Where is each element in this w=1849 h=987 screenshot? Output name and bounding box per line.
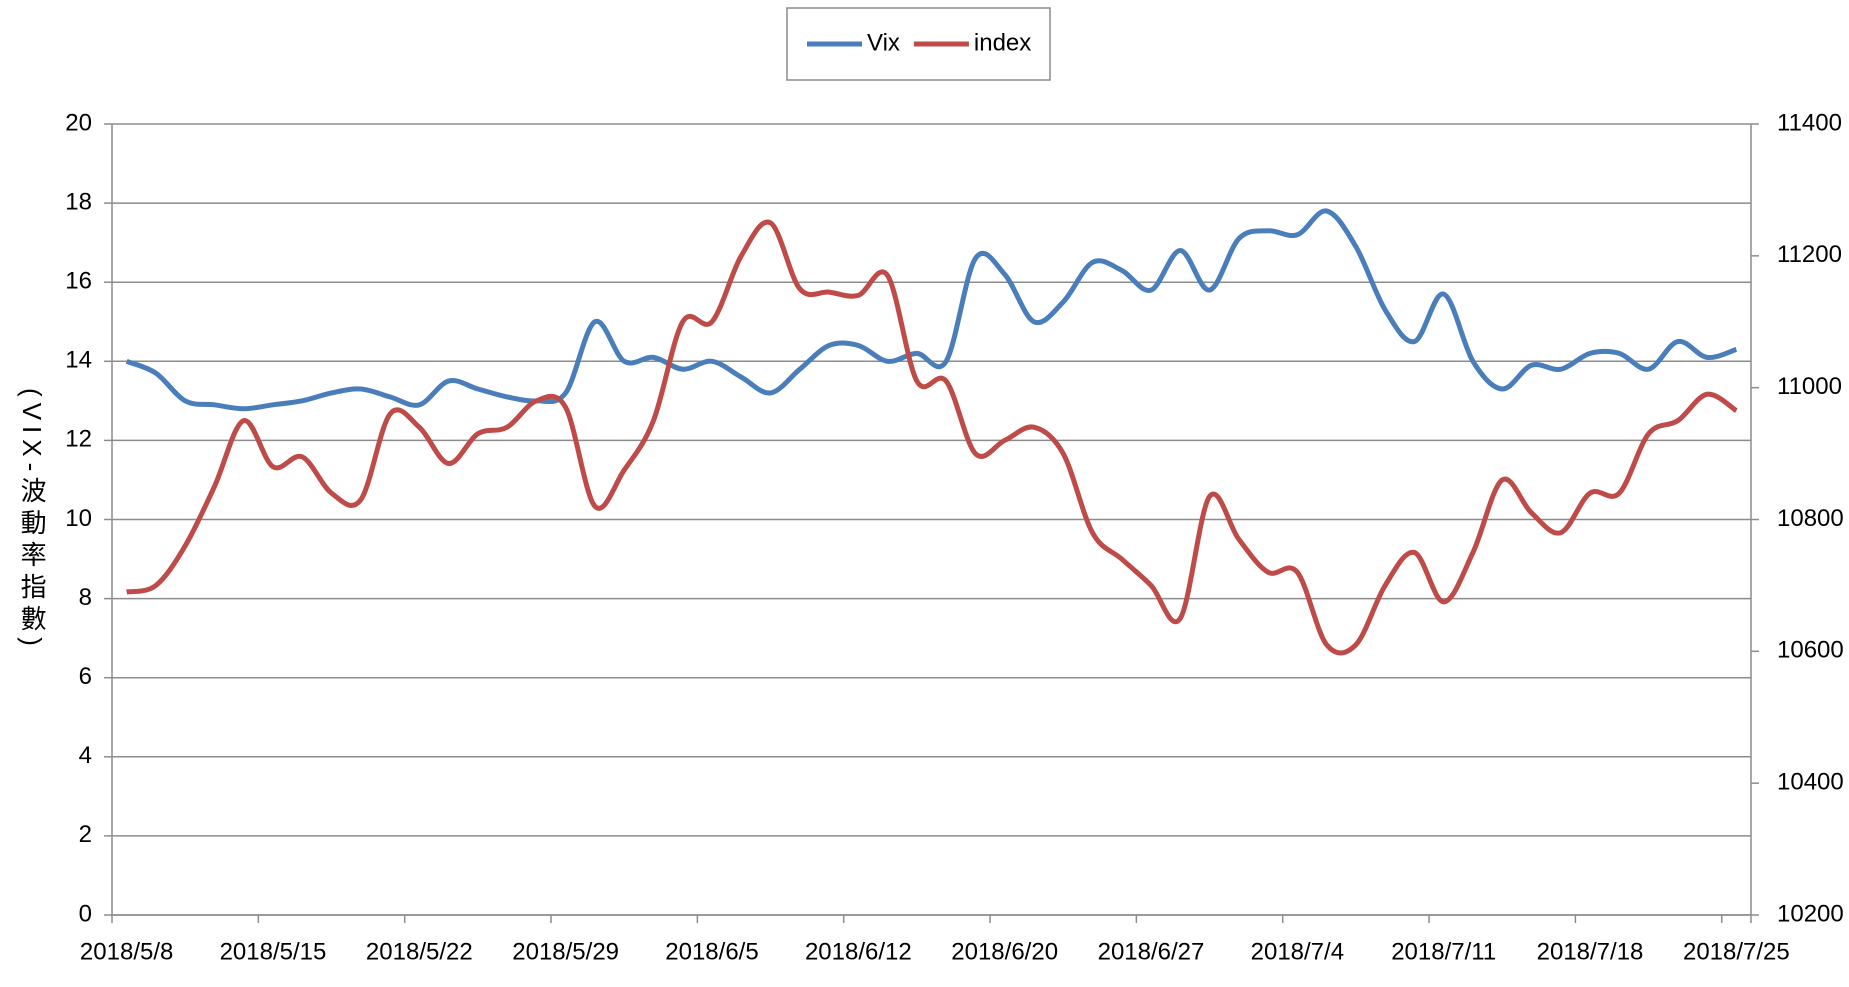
- x-tick-label: 2018/6/27: [1098, 938, 1205, 965]
- legend-label: Vix: [867, 29, 900, 56]
- y-tick-label: 4: [79, 742, 92, 769]
- x-tick-label: 2018/6/5: [665, 938, 758, 965]
- x-tick-label: 2018/7/18: [1537, 938, 1644, 965]
- y-tick-label: 18: [65, 188, 92, 215]
- x-tick-label: 2018/6/12: [805, 938, 912, 965]
- y2-tick-label: 10600: [1777, 637, 1844, 664]
- y-tick-label: 16: [65, 268, 92, 295]
- y-tick-label: 20: [65, 109, 92, 136]
- y-tick-label: 12: [65, 426, 92, 453]
- y-tick-label: 8: [79, 584, 92, 611]
- y2-tick-label: 11000: [1777, 373, 1842, 400]
- y2-tick-label: 10200: [1777, 900, 1844, 927]
- x-tick-label: 2018/7/25: [1683, 938, 1790, 965]
- y-tick-label: 0: [79, 900, 92, 927]
- x-tick-label: 2018/6/20: [951, 938, 1058, 965]
- x-tick-label: 2018/5/22: [366, 938, 473, 965]
- y-tick-label: 10: [65, 505, 92, 532]
- x-tick-label: 2018/7/4: [1251, 938, 1344, 965]
- y2-tick-label: 10400: [1777, 769, 1844, 796]
- y-tick-label: 6: [79, 663, 92, 690]
- line-series: [126, 219, 1738, 656]
- y2-tick-label: 10800: [1777, 505, 1844, 532]
- x-tick-label: 2018/7/11: [1391, 938, 1496, 965]
- line-series: [125, 208, 1738, 412]
- legend-label: index: [974, 29, 1031, 56]
- y-axis-title: (VIX-波動率指數): [17, 388, 47, 652]
- x-tick-label: 2018/5/8: [80, 938, 173, 965]
- y-tick-label: 14: [65, 347, 92, 374]
- y-tick-label: 2: [79, 821, 92, 848]
- y2-tick-label: 11200: [1777, 241, 1842, 268]
- x-tick-label: 2018/5/29: [512, 938, 619, 965]
- x-tick-label: 2018/5/15: [220, 938, 327, 965]
- y2-tick-label: 11400: [1777, 109, 1842, 136]
